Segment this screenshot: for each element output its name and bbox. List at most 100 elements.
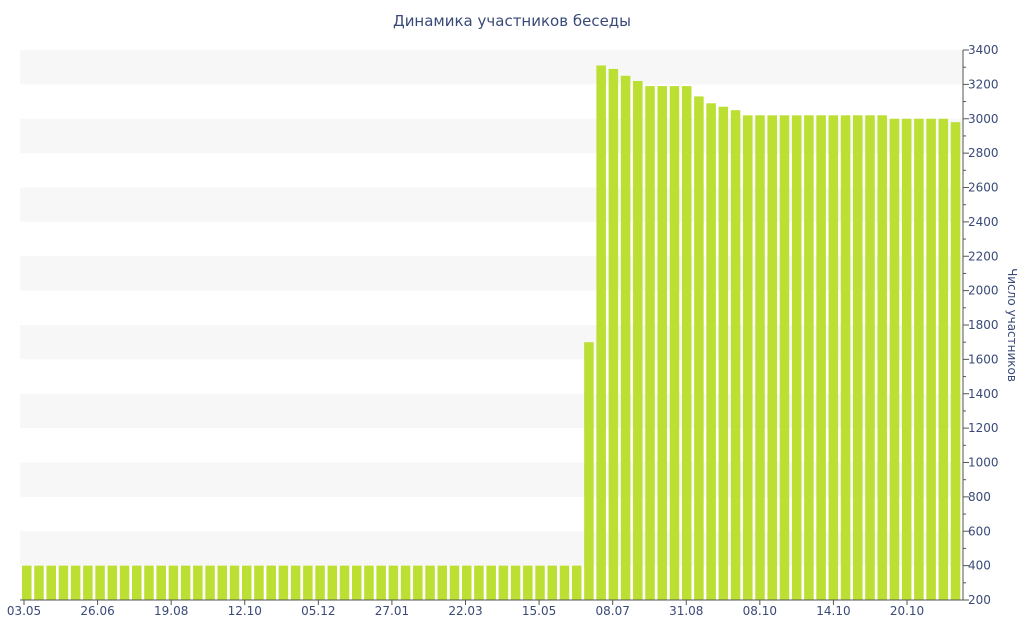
y-tick-label: 1600 xyxy=(968,352,999,366)
bar xyxy=(266,565,276,601)
bar xyxy=(877,115,887,600)
bar xyxy=(364,565,374,601)
bar xyxy=(180,565,191,601)
bar xyxy=(657,86,668,601)
bar xyxy=(241,565,252,601)
bar xyxy=(498,565,509,601)
bar xyxy=(156,565,166,601)
bar xyxy=(743,115,753,600)
bar xyxy=(107,565,118,601)
y-tick-label: 2800 xyxy=(968,146,999,160)
bar xyxy=(58,565,69,601)
x-tick-label: 26.06 xyxy=(80,604,114,618)
x-tick-label: 03.05 xyxy=(7,604,41,618)
bar xyxy=(633,80,643,600)
bar xyxy=(437,565,448,601)
bars xyxy=(22,65,961,601)
bar xyxy=(168,565,179,601)
bar xyxy=(425,565,435,601)
y-tick-label: 3200 xyxy=(968,77,999,91)
y-tick-label: 200 xyxy=(968,593,991,607)
bar xyxy=(730,110,741,600)
bar xyxy=(376,565,386,601)
bar xyxy=(669,86,680,601)
bar xyxy=(853,115,863,600)
chart-title: Динамика участников беседы xyxy=(392,12,632,30)
bar xyxy=(254,565,264,601)
bar xyxy=(22,565,32,601)
bar xyxy=(413,565,423,601)
bar xyxy=(950,122,961,600)
bar xyxy=(474,565,484,601)
bar xyxy=(547,565,558,601)
bar xyxy=(278,565,289,601)
grid-band xyxy=(20,50,963,85)
bar xyxy=(706,103,716,600)
bar xyxy=(144,565,154,601)
y-tick-label: 1800 xyxy=(968,318,999,332)
bar xyxy=(449,565,460,601)
x-tick-label: 14.10 xyxy=(816,604,850,618)
y-tick-label: 800 xyxy=(968,490,991,504)
bar xyxy=(388,565,399,601)
bar xyxy=(217,565,228,601)
bar xyxy=(83,565,93,601)
x-tick-label: 20.10 xyxy=(890,604,924,618)
y-tick-label: 2000 xyxy=(968,284,999,298)
bar xyxy=(596,65,606,601)
bar xyxy=(303,565,313,601)
bar xyxy=(779,115,790,600)
y-tick-label: 1400 xyxy=(968,387,999,401)
x-tick-label: 27.01 xyxy=(375,604,409,618)
y-tick-label: 3000 xyxy=(968,112,999,126)
bar xyxy=(229,565,240,601)
bar xyxy=(327,565,338,601)
bar xyxy=(70,565,81,601)
x-tick-label: 15.05 xyxy=(522,604,556,618)
y-tick-label: 600 xyxy=(968,524,991,538)
bar xyxy=(791,115,802,600)
bar xyxy=(840,115,851,600)
y-tick-label: 2400 xyxy=(968,215,999,229)
y-tick-label: 2600 xyxy=(968,181,999,195)
bar xyxy=(461,565,472,601)
bar xyxy=(926,118,936,600)
bar xyxy=(694,96,704,600)
bar xyxy=(584,342,594,600)
bar xyxy=(510,565,521,601)
bar xyxy=(535,565,545,601)
x-tick-label: 05.12 xyxy=(301,604,335,618)
bar xyxy=(755,115,765,600)
bar xyxy=(865,115,875,600)
bar xyxy=(681,86,692,601)
bar xyxy=(901,118,912,600)
bar xyxy=(889,118,900,600)
bar xyxy=(914,118,924,600)
bar xyxy=(816,115,826,600)
bar xyxy=(828,115,839,600)
x-tick-label: 22.03 xyxy=(448,604,482,618)
bar xyxy=(767,115,777,600)
bar xyxy=(119,565,130,601)
bar xyxy=(315,565,325,601)
bar xyxy=(571,565,582,601)
bar xyxy=(804,115,814,600)
bar xyxy=(400,565,411,601)
bar xyxy=(131,565,142,601)
bar xyxy=(351,565,362,601)
x-tick-label: 19.08 xyxy=(154,604,188,618)
bar xyxy=(339,565,350,601)
bar xyxy=(718,106,729,600)
bar xyxy=(523,565,533,601)
bar xyxy=(34,565,44,601)
bar xyxy=(205,565,215,601)
x-tick-label: 31.08 xyxy=(669,604,703,618)
y-tick-label: 1200 xyxy=(968,421,999,435)
y-axis-label: Число участников xyxy=(1005,268,1019,382)
x-tick-label: 08.10 xyxy=(743,604,777,618)
bar xyxy=(46,565,56,601)
y-tick-label: 1000 xyxy=(968,456,999,470)
bar xyxy=(559,565,570,601)
bar xyxy=(95,565,105,601)
